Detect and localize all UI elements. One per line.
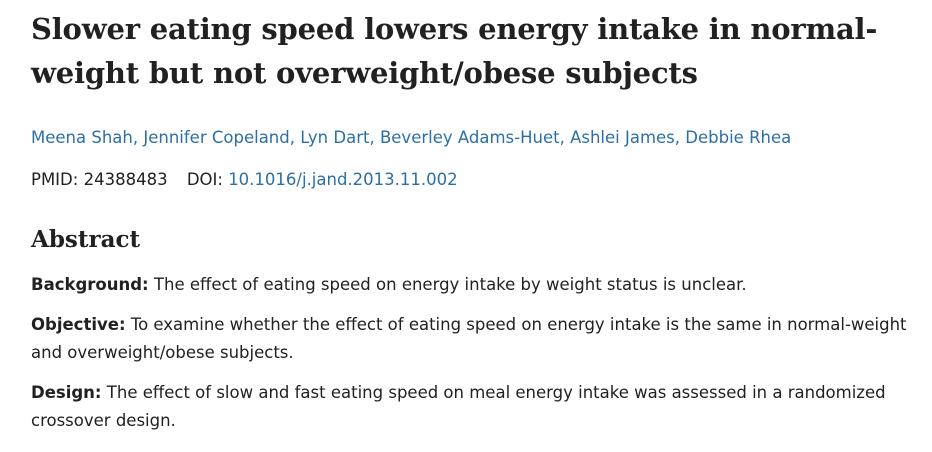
abstract-objective: Objective: To examine whether the effect… — [31, 311, 911, 367]
abstract-background: Background: The effect of eating speed o… — [31, 271, 911, 299]
author-link[interactable]: Jennifer Copeland — [143, 128, 290, 147]
abstract-section-label: Background: — [31, 275, 149, 294]
author-link[interactable]: Meena Shah — [31, 128, 133, 147]
author-link[interactable]: Lyn Dart — [300, 128, 370, 147]
abstract-section-text: To examine whether the effect of eating … — [31, 315, 907, 362]
author-link[interactable]: Ashlei James — [570, 128, 675, 147]
article-identifiers: PMID: 24388483 DOI: 10.1016/j.jand.2013.… — [31, 169, 911, 191]
abstract-design: Design: The effect of slow and fast eati… — [31, 379, 911, 435]
article-page: Slower eating speed lowers energy intake… — [31, 0, 911, 435]
author-list: Meena Shah, Jennifer Copeland, Lyn Dart,… — [31, 128, 792, 147]
author-link[interactable]: Beverley Adams-Huet — [379, 128, 560, 147]
abstract-section-label: Design: — [31, 383, 102, 402]
pmid-label: PMID: — [31, 170, 79, 189]
pmid-value: 24388483 — [83, 170, 168, 189]
author-link[interactable]: Debbie Rhea — [685, 128, 792, 147]
abstract-heading: Abstract — [31, 226, 141, 253]
doi-link[interactable]: 10.1016/j.jand.2013.11.002 — [228, 170, 458, 189]
abstract-section-label: Objective: — [31, 315, 126, 334]
abstract-section-text: The effect of eating speed on energy int… — [153, 275, 747, 294]
doi-label: DOI: — [186, 170, 223, 189]
article-title: Slower eating speed lowers energy intake… — [31, 12, 878, 90]
abstract-section-text: The effect of slow and fast eating speed… — [31, 383, 886, 430]
